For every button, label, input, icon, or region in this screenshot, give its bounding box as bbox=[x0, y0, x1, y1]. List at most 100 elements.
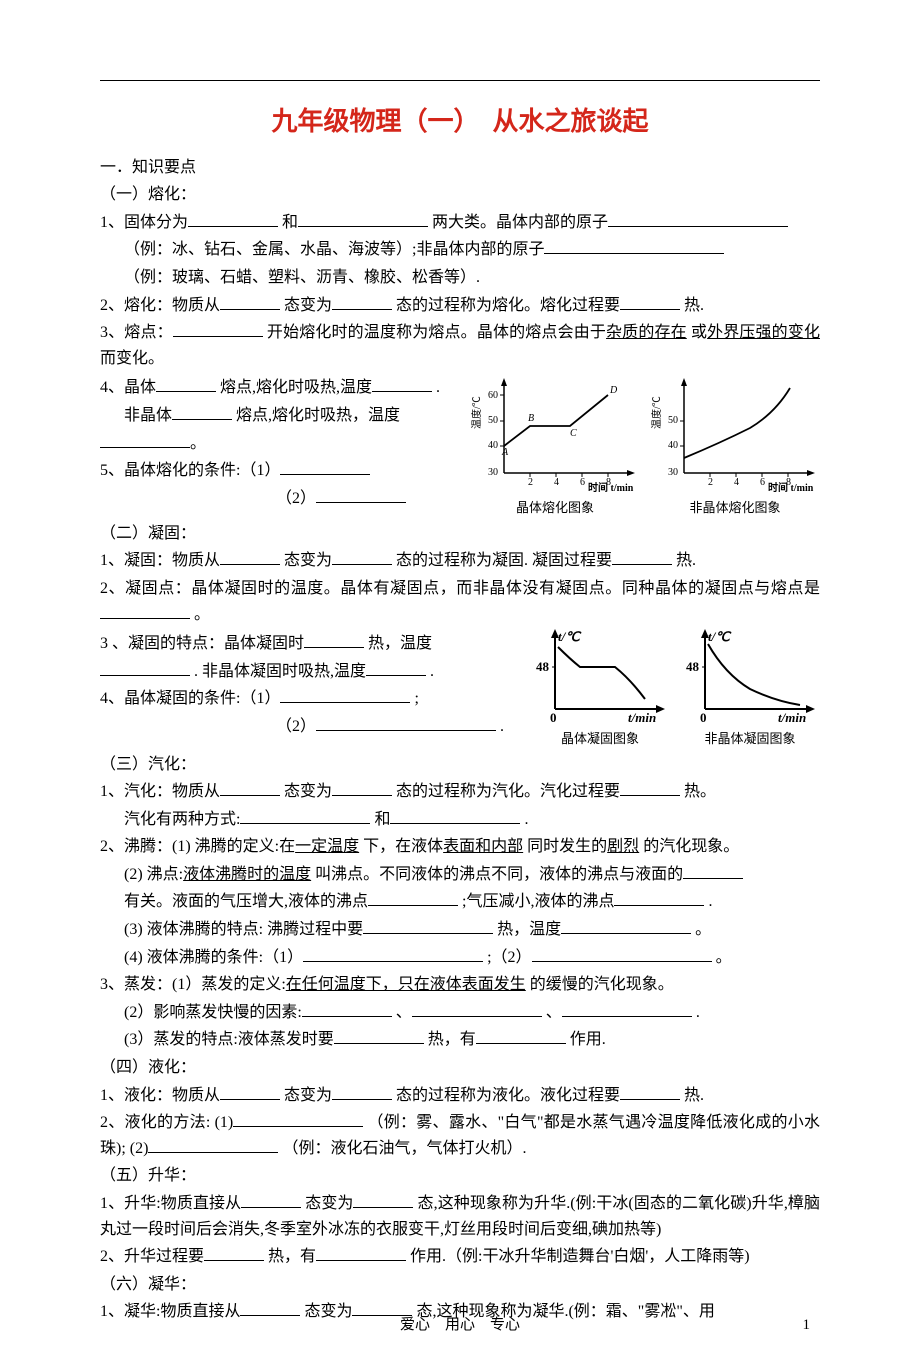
blank bbox=[363, 917, 493, 934]
blank bbox=[332, 293, 392, 310]
blank bbox=[240, 807, 370, 824]
text: ;（2） bbox=[487, 949, 531, 966]
svg-text:t/℃: t/℃ bbox=[708, 629, 732, 644]
blank bbox=[100, 431, 190, 448]
text: 2、沸腾：(1) 沸腾的定义:在 bbox=[100, 838, 295, 855]
text: 热. bbox=[684, 297, 704, 314]
text-column: 3 、凝固的特点：晶体凝固时 热，温度 . 非晶体凝固时吸热,温度 . 4、晶体… bbox=[100, 629, 520, 741]
blank bbox=[614, 889, 704, 906]
s1-p4b: 非晶体 熔点,熔化时吸热，温度 bbox=[100, 403, 460, 429]
underlined-text: 在任何温度下，只在液体表面发生 bbox=[286, 976, 526, 993]
text: (3）蒸发的特点:液体蒸发时要 bbox=[124, 1031, 334, 1048]
svg-text:t/min: t/min bbox=[628, 710, 656, 724]
chart-freeze-amorphous: t/℃ 48 0 t/min bbox=[680, 629, 820, 724]
blank bbox=[100, 602, 190, 619]
s1-p5b: （2） bbox=[100, 486, 460, 512]
figure-freeze-crystal: t/℃ 48 0 t/min 晶体凝固图象 bbox=[530, 629, 670, 749]
heading-s1: （一）熔化： bbox=[100, 182, 820, 208]
svg-text:温度/℃: 温度/℃ bbox=[650, 397, 663, 430]
s1-p3: 3、熔点： 开始熔化时的温度称为熔点。晶体的熔点会由于杂质的存在 或外界压强的变… bbox=[100, 320, 820, 371]
caption: 非晶体熔化图象 bbox=[650, 498, 820, 519]
blank bbox=[241, 1191, 301, 1208]
text: 和 bbox=[374, 811, 390, 828]
text: 态的过程称为熔化。熔化过程要 bbox=[396, 297, 620, 314]
blank bbox=[390, 807, 520, 824]
blank bbox=[302, 1000, 392, 1017]
s1-p5: 5、晶体熔化的条件:（1） bbox=[100, 458, 460, 484]
s1-p1b: （例：冰、钻石、金属、水晶、海波等）;非晶体内部的原子 bbox=[100, 237, 820, 263]
text: 1、凝固：物质从 bbox=[100, 552, 220, 569]
blank bbox=[204, 1244, 264, 1261]
blank bbox=[220, 548, 280, 565]
svg-text:2: 2 bbox=[528, 477, 533, 488]
text: 1、液化：物质从 bbox=[100, 1087, 220, 1104]
underlined-text: 杂质的存在 bbox=[606, 324, 687, 341]
s1-p4c: 。 bbox=[100, 431, 460, 457]
text: 叫沸点。不同液体的沸点不同，液体的沸点与液面的 bbox=[315, 866, 683, 883]
blank bbox=[532, 945, 712, 962]
text: 和 bbox=[282, 214, 298, 231]
blank bbox=[353, 1191, 413, 1208]
text: 下，在液体 bbox=[363, 838, 443, 855]
blank bbox=[188, 210, 278, 227]
s1-p4: 4、晶体 熔点,熔化时吸热,温度 . bbox=[100, 375, 460, 401]
text: 热. bbox=[684, 1087, 704, 1104]
svg-text:时间 t/min: 时间 t/min bbox=[588, 481, 634, 493]
text: (2) 沸点: bbox=[124, 866, 183, 883]
s4-p2: 2、液化的方法: (1) （例：雾、露水、"白气"都是水蒸气遇冷温度降低液化成的… bbox=[100, 1110, 820, 1161]
svg-text:50: 50 bbox=[488, 415, 498, 426]
text: ;气压减小,液体的沸点 bbox=[462, 893, 614, 910]
svg-text:4: 4 bbox=[734, 477, 739, 488]
text: 1、汽化：物质从 bbox=[100, 783, 220, 800]
text: 1、固体分为 bbox=[100, 214, 188, 231]
page-footer: 爱心 用心 专心 1 bbox=[0, 1313, 920, 1337]
blank bbox=[172, 403, 232, 420]
s5-p1: 1、升华:物质直接从 态变为 态,这种现象称为升华.(例:干冰(固态的二氧化碳)… bbox=[100, 1191, 820, 1242]
blank bbox=[334, 1027, 424, 1044]
svg-text:温度/℃: 温度/℃ bbox=[470, 397, 483, 430]
text: 态变为 bbox=[284, 552, 332, 569]
text: 熔点,熔化时吸热,温度 bbox=[220, 379, 372, 396]
blank bbox=[561, 917, 691, 934]
text: （例：冰、钻石、金属、水晶、海波等）;非晶体内部的原子 bbox=[124, 241, 544, 258]
svg-text:60: 60 bbox=[488, 390, 498, 401]
text: 2、升华过程要 bbox=[100, 1248, 204, 1265]
blank bbox=[683, 862, 743, 879]
figure-melt-amorphous: 温度/℃ 50 40 30 2 4 6 8 时间 t/min 非晶体熔化图象 bbox=[650, 373, 820, 518]
svg-text:48: 48 bbox=[536, 659, 550, 674]
underlined-text: 外界压强的变化 bbox=[707, 324, 820, 341]
text: 非晶体 bbox=[124, 407, 172, 424]
svg-text:B: B bbox=[528, 413, 534, 424]
text: 、 bbox=[396, 1004, 412, 1021]
text: 热，有 bbox=[428, 1031, 476, 1048]
caption: 晶体凝固图象 bbox=[530, 729, 670, 750]
svg-text:6: 6 bbox=[760, 477, 765, 488]
text: 开始熔化时的温度称为熔点。晶体的熔点会由于 bbox=[267, 324, 606, 341]
heading-main: 一．知识要点 bbox=[100, 155, 820, 181]
text: 5、晶体熔化的条件:（1） bbox=[100, 462, 280, 479]
text: 1、升华:物质直接从 bbox=[100, 1195, 241, 1212]
heading-s3: （三）汽化： bbox=[100, 752, 820, 778]
blank bbox=[316, 714, 496, 731]
s2-row-charts: 3 、凝固的特点：晶体凝固时 热，温度 . 非晶体凝固时吸热,温度 . 4、晶体… bbox=[100, 629, 820, 749]
text: 热，温度 bbox=[368, 635, 432, 652]
footer-motto: 爱心 用心 专心 bbox=[400, 1317, 520, 1333]
text: 态变为 bbox=[284, 783, 332, 800]
blank bbox=[220, 293, 280, 310]
text: 热. bbox=[676, 552, 696, 569]
blank bbox=[220, 779, 280, 796]
underlined-text: 表面和内部 bbox=[443, 838, 523, 855]
s2-p4b: （2） . bbox=[100, 714, 520, 740]
text: 。 bbox=[716, 949, 732, 966]
text: 。 bbox=[194, 606, 210, 623]
text: 同时发生的 bbox=[527, 838, 607, 855]
chart-melt-crystal: 温度/℃ 60 50 40 30 2 4 6 8 时间 t/min A B bbox=[470, 373, 640, 493]
s3-p3b: (2）影响蒸发快慢的因素: 、 、 . bbox=[100, 1000, 820, 1026]
s1-p2: 2、熔化：物质从 态变为 态的过程称为熔化。熔化过程要 热. bbox=[100, 293, 820, 319]
figure-melt-crystal: 温度/℃ 60 50 40 30 2 4 6 8 时间 t/min A B bbox=[470, 373, 640, 518]
svg-text:A: A bbox=[501, 447, 509, 458]
s3-p2d: (4) 液体沸腾的条件:（1） ;（2） 。 bbox=[100, 945, 820, 971]
text: 2、液化的方法: (1) bbox=[100, 1114, 233, 1131]
underlined-text: 液体沸腾时的温度 bbox=[183, 866, 311, 883]
blank bbox=[332, 548, 392, 565]
